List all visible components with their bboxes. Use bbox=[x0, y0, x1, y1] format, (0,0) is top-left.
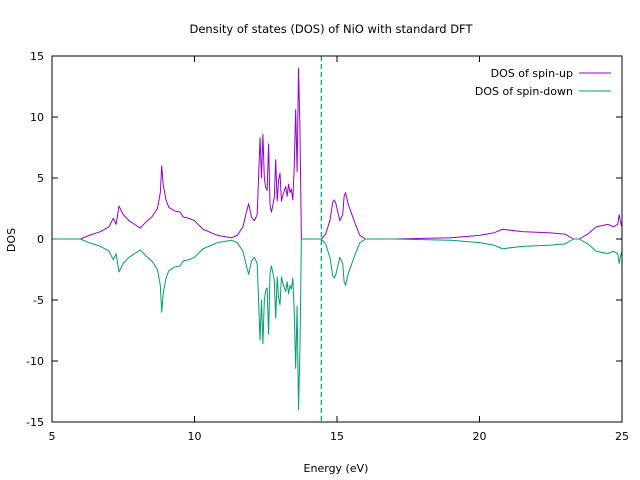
legend-label-spin-down: DOS of spin-down bbox=[475, 85, 573, 98]
chart-title: Density of states (DOS) of NiO with stan… bbox=[190, 22, 474, 36]
x-tick-label: 5 bbox=[49, 430, 56, 443]
x-tick-label: 10 bbox=[188, 430, 202, 443]
y-tick-label: 10 bbox=[30, 111, 44, 124]
axis-ticks: 5 10 15 20 25 -15 -10 -5 0 5 10 15 bbox=[26, 50, 629, 443]
legend: DOS of spin-up DOS of spin-down bbox=[475, 67, 611, 98]
y-axis-label: DOS bbox=[5, 228, 18, 252]
legend-label-spin-up: DOS of spin-up bbox=[491, 67, 573, 80]
x-tick-label: 25 bbox=[615, 430, 629, 443]
x-tick-label: 15 bbox=[330, 430, 344, 443]
x-axis-label: Energy (eV) bbox=[304, 462, 369, 475]
y-tick-label: 15 bbox=[30, 50, 44, 63]
y-tick-label: 0 bbox=[37, 233, 44, 246]
y-tick-label: -5 bbox=[33, 294, 44, 307]
y-tick-label: -10 bbox=[26, 355, 44, 368]
plot-frame bbox=[51, 55, 623, 423]
y-tick-label: 5 bbox=[37, 172, 44, 185]
y-tick-label: -15 bbox=[26, 416, 44, 429]
x-tick-label: 20 bbox=[473, 430, 487, 443]
series-layer bbox=[52, 67, 623, 411]
series-line-spin-down bbox=[52, 238, 623, 411]
series-line-spin-up bbox=[52, 67, 623, 240]
